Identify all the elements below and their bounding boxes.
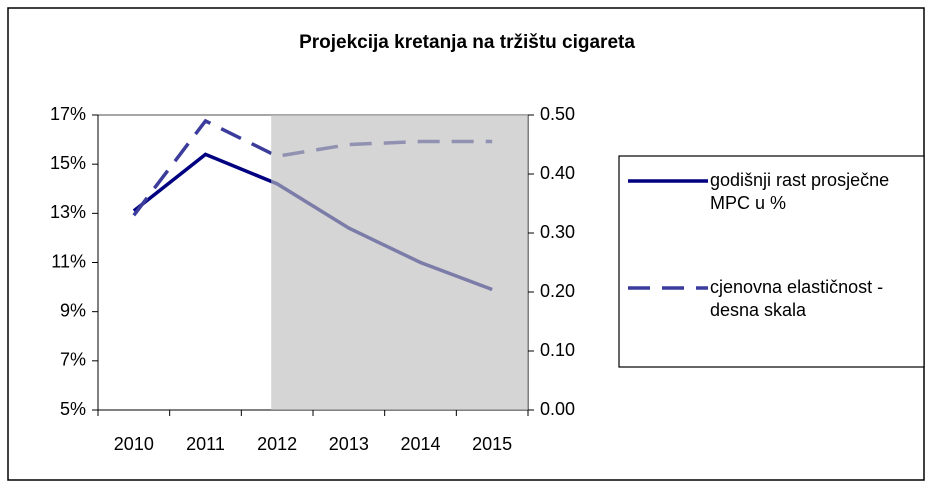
y-tick-label: 11% — [51, 251, 86, 271]
legend-label: godišnji rast prosječne MPC u % — [710, 170, 890, 213]
y-tick-label: 9% — [60, 300, 86, 320]
x-tick-label: 2013 — [329, 434, 369, 454]
y-tick-label: 5% — [60, 399, 86, 419]
legend-entry: godišnji rast prosječne MPC u % — [710, 170, 890, 213]
x-tick-label: 2012 — [257, 434, 297, 454]
y2-tick-label: 0.10 — [540, 340, 575, 360]
legend-box — [618, 155, 925, 368]
x-tick-label: 2015 — [472, 434, 512, 454]
y-tick-label: 7% — [60, 350, 86, 370]
legend-label: cjenovna elastičnost - desna skala — [710, 277, 884, 320]
x-tick-label: 2014 — [400, 434, 440, 454]
y2-tick-label: 0.30 — [540, 222, 575, 242]
y2-tick-label: 0.00 — [540, 399, 575, 419]
y2-tick-label: 0.40 — [540, 163, 575, 183]
x-tick-label: 2011 — [186, 434, 225, 454]
y-tick-label: 17% — [50, 104, 86, 124]
y-tick-label: 13% — [50, 202, 86, 222]
chart-title: Projekcija kretanja na tržištu cigareta — [299, 32, 635, 53]
y2-tick-label: 0.50 — [540, 104, 575, 124]
y2-tick-label: 0.20 — [540, 281, 575, 301]
shaded-region — [271, 115, 528, 410]
y-tick-label: 15% — [50, 153, 86, 173]
legend: godišnji rast prosječne MPC u % cjenovna … — [618, 155, 925, 368]
legend-entry: cjenovna elastičnost - desna skala — [710, 277, 884, 320]
x-tick-label: 2010 — [114, 434, 154, 454]
